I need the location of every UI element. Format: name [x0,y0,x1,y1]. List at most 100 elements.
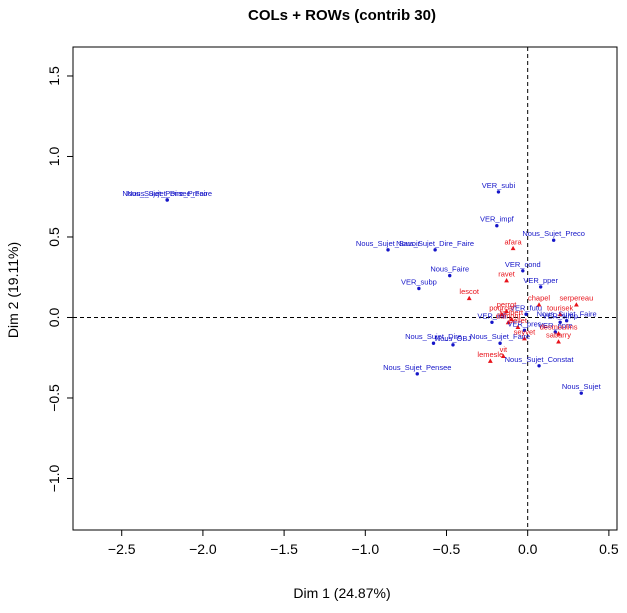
point-label: serpereau [560,294,594,303]
point-label: Nous_Sujet_Dire_Faire [396,239,474,248]
column-point-circle [537,364,541,368]
column-point-circle [538,285,543,289]
column-point-circle [524,312,528,316]
point-label: desmoulins [540,323,578,332]
row-point-triangle [510,245,516,251]
plot-frame [72,46,618,531]
point-label: VER_pres [507,319,541,328]
point-label: Nous_Sujet [562,382,602,391]
point-label: dumont [496,311,522,320]
chart-title: COLs + ROWs (contrib 30) [248,7,436,24]
point-label: faubert [500,308,524,317]
point-label: VER_impf [480,215,515,224]
row-point-triangle [500,353,506,359]
column-point-circle [558,320,562,325]
row-point-triangle [509,316,514,322]
point-label: vit [500,345,508,354]
column-point-circle [431,341,436,345]
row-point-triangle [556,339,561,344]
column-point-circle [165,198,169,202]
point-label: lemesle [477,350,503,359]
column-point-circle [433,248,437,252]
row-point-triangle [557,311,563,317]
point-label: Nous_Sujet_Constat [505,355,575,364]
row-point-triangle [536,302,542,307]
row-point-triangle [574,302,579,307]
x-tick-label: −1.5 [270,541,298,557]
point-label: ravet [498,269,516,278]
column-point-circle [490,320,494,325]
point-label: seyvet [514,327,537,336]
column-point-circle [564,319,569,323]
y-tick-label: 0.5 [46,227,62,247]
point-label: pourcet [489,303,515,312]
point-label: Nous_Sujet_Faire [537,310,597,319]
y-tick-label: 1.0 [46,147,62,167]
point-label: VER_simp [542,311,577,320]
row-point-triangle [505,319,511,325]
point-label: afara [505,237,523,246]
column-point-circle [551,238,556,242]
point-label: VER_pper [523,276,558,285]
x-tick-label: −2.5 [108,541,136,557]
point-label: VER_subp [401,278,437,287]
point-label: VER_subi [482,181,516,190]
row-point-triangle [556,331,561,336]
x-axis-title: Dim 1 (24.87%) [293,585,390,601]
row-point-triangle [487,358,493,363]
y-tick-label: −0.5 [46,384,62,412]
y-tick-label: −1.0 [46,464,62,492]
point-label: Nous_Sujet_Faire [470,332,530,341]
reference-lines [73,47,617,530]
point-label: Nous_Sujet_Dire [405,332,462,341]
column-point-circle [498,341,502,345]
row-point-triangle [466,295,472,301]
point-label: VER_ppre [538,321,573,330]
point-label: VER_futu [510,303,542,312]
column-point-circle [553,330,557,334]
point-label: tourisek [547,303,574,312]
point-label: Nous_Sujet_Pensee [383,363,451,372]
column-point-circle [521,269,525,273]
column-point-circle [415,372,419,376]
point-label: Nous_OBJ [435,334,472,343]
data-points [165,190,583,395]
y-axis: −1.0 −0.5 0.0 0.5 1.0 1.5 [46,66,73,492]
column-point-circle [496,190,501,194]
x-tick-label: 0.5 [599,541,619,557]
column-point-circle [495,224,499,228]
point-label: Nous_Sujet_Pensee_Faire [122,189,212,198]
column-point-circle [522,328,527,333]
y-tick-label: 0.0 [46,308,62,328]
point-label: Nous_Sujet_Preco [522,229,585,238]
x-tick-label: −2.0 [189,541,217,557]
point-labels: Nous_Sujet_Dire_PrecoNous_Sujet_Pensee_F… [122,181,601,391]
point-label: Nous_Faire [430,265,469,274]
point-label: bellet [509,316,528,325]
x-tick-label: −0.5 [433,541,461,557]
row-point-triangle [504,308,509,313]
row-point-triangle [504,278,509,283]
point-label: sabarry [546,331,571,340]
column-point-circle [579,391,583,395]
x-tick-label: −1.0 [351,541,379,557]
column-point-circle [417,286,421,291]
row-point-triangle [499,311,505,317]
point-label: chapel [528,294,550,303]
row-point-triangle [522,336,527,341]
point-label: perrot [497,300,518,309]
y-axis-title: Dim 2 (19.11%) [5,242,21,338]
y-tick-label: 1.5 [46,66,62,86]
point-label: VER_cond [505,260,541,269]
point-label: VER_infi [477,311,507,320]
point-label: lescot [459,287,480,296]
column-point-circle [448,273,452,278]
column-point-circle [386,248,390,252]
x-axis: −2.5 −2.0 −1.5 −1.0 −0.5 0.0 0.5 [108,530,619,557]
point-label: Nous_Sujet_Dire_Preco [127,189,207,198]
column-point-circle [451,343,455,347]
row-point-triangle [515,324,521,330]
point-label: Nous_Sujet_Savoir [356,239,421,248]
